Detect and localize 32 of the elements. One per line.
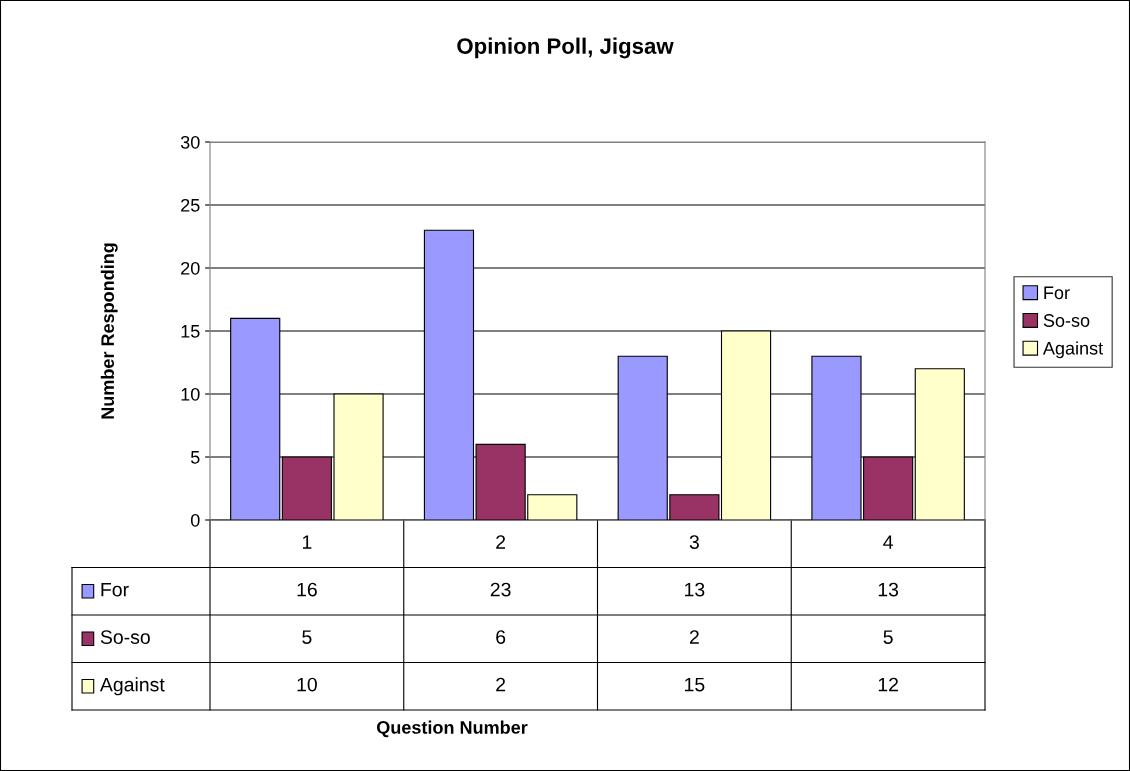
- chart-title: Opinion Poll, Jigsaw: [457, 37, 674, 59]
- data-label: 2: [496, 677, 506, 692]
- y-tick-label: 10: [181, 387, 200, 401]
- text: So-so: [1043, 314, 1090, 327]
- data-label: 5: [302, 630, 312, 644]
- y-tick-label: 25: [181, 198, 200, 212]
- data-label: 12: [878, 677, 898, 692]
- data-label: 10: [297, 677, 317, 692]
- y-tick-label: 15: [181, 325, 200, 338]
- data-label: 2: [689, 630, 699, 644]
- x-tick-label: 3: [689, 535, 699, 549]
- y-tick-label: 30: [180, 135, 200, 149]
- x-tick-label: 2: [496, 535, 506, 549]
- y-tick-label: 0: [190, 513, 200, 527]
- data-label: 23: [490, 582, 511, 597]
- text: Question Number: [377, 720, 528, 738]
- legend-label: Against: [1042, 341, 1104, 359]
- y-axis-title: Number Responding: [100, 243, 118, 419]
- x-tick-label: 4: [883, 535, 893, 549]
- text: Against: [99, 677, 165, 696]
- x-tick-label: 1: [302, 535, 312, 549]
- data-label: 5: [883, 630, 893, 644]
- text: For: [1044, 286, 1070, 300]
- data-label: 16: [297, 582, 317, 597]
- data-label: 15: [685, 677, 705, 692]
- data-label: 13: [685, 582, 705, 597]
- data-label: 6: [496, 630, 506, 644]
- legend-label: So-so: [100, 630, 150, 644]
- legend-label: For: [101, 582, 129, 597]
- y-tick-label: 20: [181, 261, 200, 275]
- data-label: 13: [878, 582, 899, 597]
- y-tick-label: 5: [190, 451, 200, 464]
